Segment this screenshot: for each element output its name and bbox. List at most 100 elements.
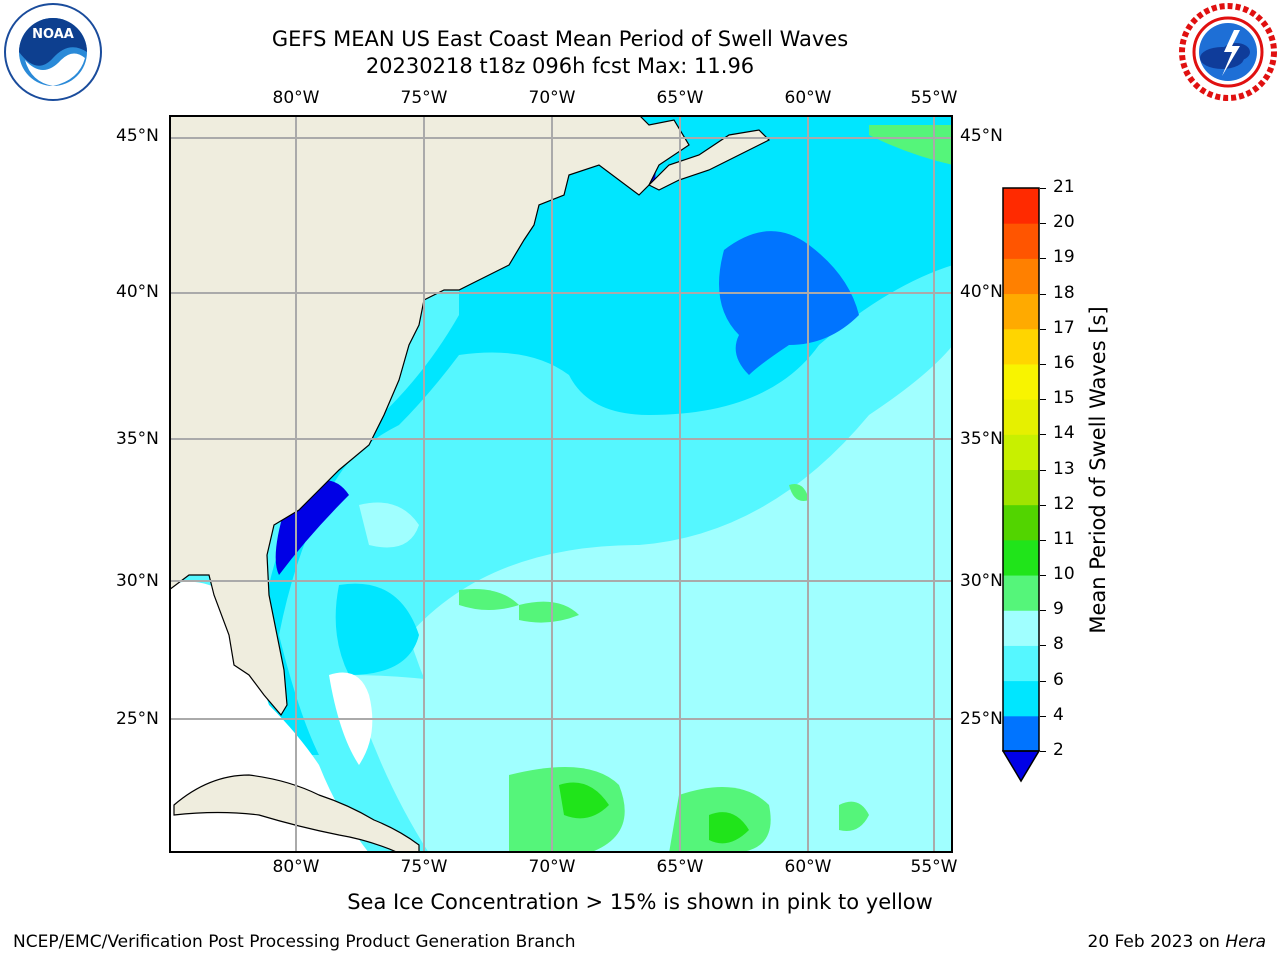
period-zone-4-6s-mid: [335, 583, 419, 675]
lon-label-top-70w: 70°W: [528, 88, 576, 108]
lon-label-top-60w: 60°W: [784, 88, 832, 108]
colorbar-frame: [1002, 187, 1040, 752]
colorbar-tick-label: 17: [1053, 317, 1075, 338]
colorbar: [1002, 187, 1041, 783]
colorbar-label: Mean Period of Swell Waves [s]: [1086, 306, 1110, 634]
colorbar-tick-mark: [1040, 645, 1046, 647]
lat-label-left-25n: 25°N: [116, 709, 159, 729]
period-zone-9-10s-northeast: [869, 125, 953, 165]
colorbar-band: [1003, 469, 1039, 506]
svg-text:NOAA: NOAA: [32, 27, 74, 42]
noaa-logo: NOAA: [4, 3, 102, 101]
period-zone-9-10s-patch-2: [519, 601, 579, 623]
lon-label-bottom-75w: 75°W: [400, 857, 448, 877]
colorbar-tick-label: 19: [1053, 247, 1075, 268]
colorbar-tick-mark: [1040, 469, 1046, 471]
colorbar-band: [1003, 645, 1039, 682]
colorbar-tick-label: 21: [1053, 177, 1075, 197]
lon-label-bottom-80w: 80°W: [272, 857, 320, 877]
colorbar-tick-mark: [1040, 715, 1046, 717]
us-east-coast-land: [169, 115, 690, 717]
colorbar-tick-label: 8: [1053, 634, 1064, 655]
lat-label-right-25n: 25°N: [960, 709, 1003, 729]
colorbar-tick-label: 4: [1053, 704, 1064, 725]
lat-label-left-45n: 45°N: [116, 126, 159, 146]
colorbar-tick-label: 10: [1053, 564, 1075, 585]
national-weather-service-logo: [1179, 3, 1277, 101]
colorbar-tick-label: 2: [1053, 740, 1064, 760]
chart-subtitle: 20230218 t18z 096h fcst Max: 11.96: [365, 54, 755, 78]
colorbar-tick-label: 15: [1053, 388, 1075, 409]
colorbar-band: [1003, 434, 1039, 470]
lon-label-bottom-65w: 65°W: [656, 857, 704, 877]
colorbar-tick-mark: [1040, 399, 1046, 401]
colorbar-band: [1003, 715, 1039, 752]
swell-period-map: [169, 115, 953, 853]
map-frame: [169, 115, 953, 853]
lon-label-top-80w: 80°W: [272, 88, 320, 108]
colorbar-tick-label: 18: [1053, 282, 1075, 303]
period-zone-8-9s-patch: [359, 502, 419, 548]
colorbar-band: [1003, 223, 1039, 259]
lat-label-right-30n: 30°N: [960, 571, 1003, 591]
period-zone-10-11s-patch: [559, 782, 609, 819]
colorbar-band: [1003, 399, 1039, 435]
period-zone-2-4s: [719, 231, 859, 375]
colorbar-extend-triangle: [1002, 750, 1041, 783]
lat-label-left-35n: 35°N: [116, 429, 159, 449]
colorbar-tick-mark: [1040, 188, 1046, 189]
colorbar-tick-label: 16: [1053, 352, 1075, 373]
colorbar-tick-label: 9: [1053, 599, 1064, 620]
colorbar-tick-label: 6: [1053, 669, 1064, 690]
colorbar-tick-mark: [1040, 434, 1046, 436]
colorbar-tick-label: 13: [1053, 458, 1075, 479]
colorbar-tick-label: 20: [1053, 212, 1075, 233]
lat-label-right-45n: 45°N: [960, 126, 1003, 146]
colorbar-tick-mark: [1040, 680, 1046, 682]
colorbar-tick-label: 11: [1053, 528, 1075, 549]
colorbar-tick-mark: [1040, 539, 1046, 541]
colorbar-tick-mark: [1040, 504, 1046, 506]
chart-title: GEFS MEAN US East Coast Mean Period of S…: [271, 27, 849, 51]
lat-label-left-40n: 40°N: [116, 282, 159, 302]
footer-host: Hera: [1225, 932, 1266, 952]
period-zone-9-10s-patch-1: [459, 589, 519, 610]
lon-label-top-65w: 65°W: [656, 88, 704, 108]
colorbar-tick-mark: [1040, 575, 1046, 577]
period-zone-10-11s-patch-2: [709, 812, 749, 844]
lon-label-bottom-70w: 70°W: [528, 857, 576, 877]
lat-label-right-35n: 35°N: [960, 429, 1003, 449]
period-zone-9-10s-patch-5: [839, 801, 869, 831]
colorbar-band: [1003, 363, 1039, 400]
colorbar-band: [1003, 188, 1039, 224]
map-graticule: [169, 115, 953, 853]
colorbar-band: [1003, 575, 1039, 611]
lat-label-right-40n: 40°N: [960, 282, 1003, 302]
colorbar-tick-mark: [1040, 258, 1046, 260]
colorbar-tick-label: 12: [1053, 493, 1075, 514]
footer-date-text: 20 Feb 2023 on: [1087, 932, 1226, 952]
colorbar-tick-mark: [1040, 223, 1046, 225]
lon-label-bottom-55w: 55°W: [910, 857, 958, 877]
colorbar-band: [1003, 258, 1039, 295]
colorbar-band: [1003, 539, 1039, 576]
footer-branch: NCEP/EMC/Verification Post Processing Pr…: [13, 932, 576, 952]
colorbar-tick-mark: [1040, 293, 1046, 295]
colorbar-tick-label: 14: [1053, 423, 1075, 444]
sea-ice-note: Sea Ice Concentration > 15% is shown in …: [347, 890, 933, 914]
colorbar-band: [1003, 293, 1039, 330]
footer-date: 20 Feb 2023 on Hera: [1088, 932, 1266, 952]
colorbar-band: [1003, 610, 1039, 646]
lat-label-left-30n: 30°N: [116, 571, 159, 591]
lon-label-top-55w: 55°W: [910, 88, 958, 108]
colorbar-tick-mark: [1040, 751, 1046, 752]
colorbar-band: [1003, 504, 1039, 541]
lon-label-bottom-60w: 60°W: [784, 857, 832, 877]
colorbar-band: [1003, 680, 1039, 717]
lon-label-top-75w: 75°W: [400, 88, 448, 108]
colorbar-tick-mark: [1040, 328, 1046, 330]
period-zone-9-10s-patch-6: [789, 484, 809, 501]
colorbar-band: [1003, 328, 1039, 365]
colorbar-tick-mark: [1040, 610, 1046, 612]
colorbar-tick-mark: [1040, 363, 1046, 365]
